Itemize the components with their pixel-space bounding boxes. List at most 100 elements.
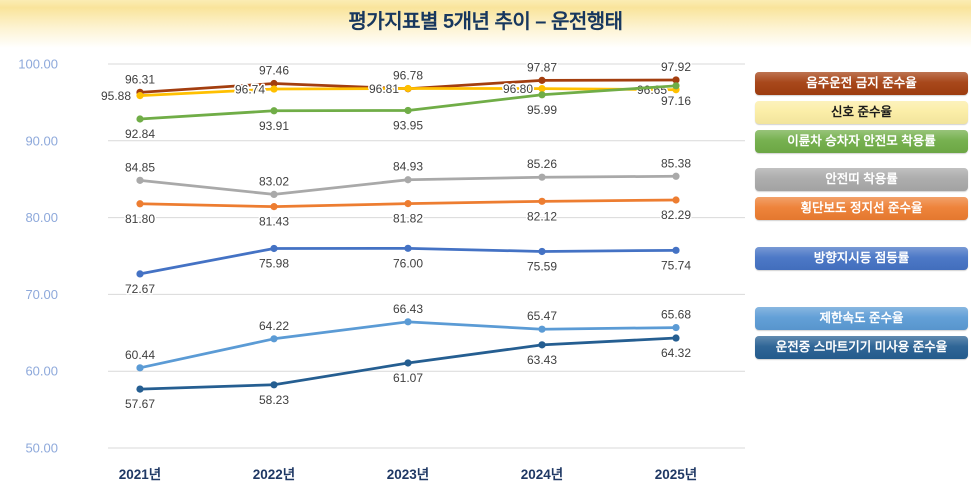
data-label: 81.43 — [259, 215, 289, 229]
data-label: 72.67 — [125, 282, 155, 296]
data-point — [136, 92, 144, 100]
data-label: 76.00 — [393, 256, 423, 270]
data-point — [136, 364, 144, 372]
data-point — [538, 197, 546, 205]
legend-item-signal-compliance: 신호 준수율 — [755, 101, 968, 124]
data-label: 97.87 — [527, 60, 557, 74]
data-label: 85.26 — [527, 157, 557, 171]
data-label: 96.78 — [393, 69, 423, 83]
legend-item-speed-limit: 제한속도 준수율 — [755, 307, 968, 330]
data-label: 75.74 — [661, 258, 691, 272]
data-label: 82.12 — [527, 209, 557, 223]
legend-label: 횡단보도 정지선 준수율 — [800, 201, 923, 215]
legend-label: 신호 준수율 — [831, 105, 892, 119]
x-axis-tick-label: 2021년 — [119, 467, 161, 482]
y-axis-tick-label: 70.00 — [25, 287, 58, 302]
data-point — [404, 106, 412, 115]
data-label: 81.80 — [125, 212, 155, 226]
data-point — [404, 318, 412, 326]
data-label: 95.88 — [101, 89, 131, 103]
data-label: 81.82 — [393, 212, 423, 226]
data-point — [270, 203, 278, 211]
data-point — [672, 172, 680, 180]
data-label: 84.93 — [393, 160, 423, 174]
y-axis-tick-label: 80.00 — [25, 210, 58, 225]
legend-item-helmet-wearing: 이륜차 승차자 안전모 착용률 — [755, 130, 968, 153]
data-point — [672, 196, 680, 204]
data-point — [404, 176, 412, 184]
data-point — [538, 84, 546, 93]
data-label: 82.29 — [661, 208, 691, 222]
legend-item-crosswalk-stopline: 횡단보도 정지선 준수율 — [755, 197, 968, 220]
data-point — [404, 244, 412, 252]
data-point — [136, 176, 144, 184]
page-title: 평가지표별 5개년 추이 – 운전행태 — [348, 11, 623, 33]
data-label: 92.84 — [125, 127, 155, 141]
data-label: 83.02 — [259, 174, 289, 188]
y-axis-tick-label: 90.00 — [25, 133, 58, 148]
data-point — [538, 76, 546, 84]
legend-label: 이륜차 승차자 안전모 착용률 — [787, 134, 936, 148]
data-label: 63.43 — [527, 353, 557, 367]
data-point — [672, 323, 680, 332]
data-label: 60.44 — [125, 348, 155, 362]
data-label: 57.67 — [125, 397, 155, 411]
data-label: 97.16 — [661, 94, 691, 108]
data-label: 93.91 — [259, 119, 289, 133]
y-axis-tick-label: 60.00 — [25, 364, 58, 379]
data-label: 75.98 — [259, 256, 289, 270]
data-point — [270, 244, 278, 253]
data-point — [404, 359, 412, 367]
x-axis-tick-label: 2024년 — [521, 467, 563, 482]
legend-label: 제한속도 준수율 — [819, 311, 904, 325]
data-point — [672, 246, 680, 254]
data-point — [270, 190, 278, 199]
legend-label: 방향지시등 점등률 — [813, 251, 910, 265]
data-label: 96.80 — [503, 82, 533, 96]
title-band: 평가지표별 5개년 추이 – 운전행태 — [0, 0, 971, 48]
data-label: 61.07 — [393, 371, 423, 385]
data-label: 84.85 — [125, 160, 155, 174]
x-axis-tick-label: 2025년 — [655, 467, 697, 482]
legend-item-seatbelt: 안전띠 착용률 — [755, 168, 968, 191]
data-point — [136, 200, 144, 208]
data-label: 93.95 — [393, 118, 423, 132]
data-label: 96.74 — [235, 83, 265, 97]
data-point — [270, 79, 278, 88]
data-point — [136, 385, 144, 393]
data-point — [538, 341, 546, 349]
x-axis-tick-label: 2023년 — [387, 467, 429, 482]
legend-item-no-smart-device: 운전중 스마트기기 미사용 준수율 — [755, 336, 968, 359]
data-label: 96.81 — [369, 82, 399, 96]
data-point — [538, 325, 546, 333]
data-label: 96.31 — [125, 72, 155, 86]
data-point — [136, 115, 144, 123]
data-label: 65.68 — [661, 308, 691, 322]
data-label: 64.32 — [661, 346, 691, 360]
y-axis-tick-label: 100.00 — [18, 57, 58, 72]
data-point — [270, 85, 278, 93]
data-label: 95.99 — [527, 103, 557, 117]
data-point — [270, 381, 278, 389]
data-point — [672, 76, 680, 84]
data-point — [538, 247, 546, 256]
data-label: 85.38 — [661, 156, 691, 170]
data-point — [136, 270, 144, 278]
legend-label: 운전중 스마트기기 미사용 준수율 — [775, 340, 948, 354]
data-point — [672, 82, 680, 90]
data-label: 75.59 — [527, 259, 557, 273]
legend-label: 안전띠 착용률 — [825, 172, 898, 186]
data-label: 97.46 — [259, 64, 289, 78]
data-label: 58.23 — [259, 393, 289, 407]
data-point — [404, 84, 412, 93]
data-label: 66.43 — [393, 302, 423, 316]
data-label: 64.22 — [259, 319, 289, 333]
data-point — [538, 91, 546, 99]
data-label: 65.47 — [527, 309, 557, 323]
x-axis-tick-label: 2022년 — [253, 467, 295, 482]
data-point — [672, 334, 680, 342]
legend-label: 음주운전 금지 준수율 — [806, 76, 917, 90]
data-point — [538, 173, 546, 181]
legend-item-turn-signal: 방향지시등 점등률 — [755, 247, 968, 270]
